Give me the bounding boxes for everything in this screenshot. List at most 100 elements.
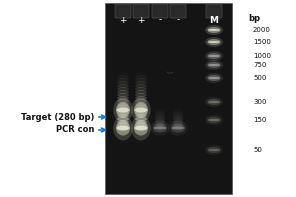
Ellipse shape bbox=[135, 99, 147, 103]
Ellipse shape bbox=[135, 120, 147, 124]
Ellipse shape bbox=[208, 77, 220, 79]
Ellipse shape bbox=[205, 73, 223, 83]
Ellipse shape bbox=[207, 53, 221, 59]
Ellipse shape bbox=[207, 62, 221, 68]
Ellipse shape bbox=[205, 37, 223, 47]
Ellipse shape bbox=[154, 126, 166, 129]
Ellipse shape bbox=[117, 78, 129, 82]
Ellipse shape bbox=[207, 39, 221, 45]
Ellipse shape bbox=[135, 84, 147, 88]
Ellipse shape bbox=[205, 145, 223, 155]
Ellipse shape bbox=[131, 98, 151, 123]
Ellipse shape bbox=[173, 125, 183, 127]
Ellipse shape bbox=[117, 96, 129, 100]
FancyBboxPatch shape bbox=[133, 4, 149, 18]
Ellipse shape bbox=[207, 99, 221, 105]
Ellipse shape bbox=[117, 93, 129, 97]
FancyBboxPatch shape bbox=[206, 4, 222, 18]
Ellipse shape bbox=[155, 125, 165, 127]
Text: 50: 50 bbox=[253, 147, 262, 153]
Ellipse shape bbox=[117, 114, 129, 118]
Ellipse shape bbox=[117, 87, 129, 91]
Ellipse shape bbox=[117, 105, 129, 109]
Ellipse shape bbox=[155, 112, 165, 115]
Ellipse shape bbox=[205, 51, 223, 61]
Ellipse shape bbox=[134, 102, 148, 117]
Ellipse shape bbox=[208, 29, 220, 31]
Text: 150: 150 bbox=[253, 117, 266, 123]
Ellipse shape bbox=[205, 115, 223, 125]
FancyBboxPatch shape bbox=[170, 4, 186, 18]
Ellipse shape bbox=[135, 117, 147, 121]
Ellipse shape bbox=[205, 97, 223, 107]
Ellipse shape bbox=[135, 81, 147, 85]
Ellipse shape bbox=[155, 114, 165, 117]
Ellipse shape bbox=[117, 108, 129, 112]
Ellipse shape bbox=[155, 119, 165, 122]
Ellipse shape bbox=[173, 126, 183, 129]
Ellipse shape bbox=[134, 108, 147, 112]
Ellipse shape bbox=[150, 121, 170, 136]
Ellipse shape bbox=[208, 64, 220, 66]
Ellipse shape bbox=[117, 108, 130, 112]
FancyBboxPatch shape bbox=[115, 4, 131, 18]
Ellipse shape bbox=[135, 114, 147, 118]
Ellipse shape bbox=[173, 119, 183, 122]
Ellipse shape bbox=[208, 119, 220, 121]
Ellipse shape bbox=[173, 121, 183, 124]
Ellipse shape bbox=[207, 27, 221, 33]
Ellipse shape bbox=[116, 121, 130, 136]
Text: PCR con: PCR con bbox=[56, 125, 94, 135]
Ellipse shape bbox=[135, 90, 147, 94]
Text: 1000: 1000 bbox=[253, 53, 271, 59]
Ellipse shape bbox=[117, 102, 129, 106]
Ellipse shape bbox=[135, 96, 147, 100]
Text: +: + bbox=[137, 16, 145, 24]
Ellipse shape bbox=[117, 111, 129, 115]
Ellipse shape bbox=[135, 87, 147, 91]
Ellipse shape bbox=[207, 75, 221, 81]
Ellipse shape bbox=[135, 105, 147, 109]
Text: 1500: 1500 bbox=[253, 39, 271, 45]
Ellipse shape bbox=[117, 90, 129, 94]
Text: -: - bbox=[176, 16, 180, 24]
Ellipse shape bbox=[171, 126, 184, 129]
Ellipse shape bbox=[135, 126, 147, 130]
Text: 750: 750 bbox=[253, 62, 266, 68]
Ellipse shape bbox=[135, 78, 147, 82]
Ellipse shape bbox=[205, 25, 223, 35]
Ellipse shape bbox=[207, 117, 221, 123]
Ellipse shape bbox=[155, 126, 165, 129]
Ellipse shape bbox=[117, 117, 129, 121]
Ellipse shape bbox=[117, 126, 129, 130]
Ellipse shape bbox=[113, 115, 133, 140]
Ellipse shape bbox=[208, 149, 220, 151]
Ellipse shape bbox=[155, 121, 165, 124]
Ellipse shape bbox=[117, 99, 129, 103]
Ellipse shape bbox=[171, 124, 185, 133]
Ellipse shape bbox=[155, 123, 165, 125]
Ellipse shape bbox=[208, 55, 220, 57]
Bar bbox=[105, 3, 232, 194]
Ellipse shape bbox=[135, 102, 147, 106]
Ellipse shape bbox=[131, 115, 151, 140]
Ellipse shape bbox=[173, 116, 183, 120]
Ellipse shape bbox=[117, 123, 129, 127]
Ellipse shape bbox=[135, 93, 147, 97]
Text: bp: bp bbox=[248, 14, 260, 22]
Text: -: - bbox=[158, 16, 162, 24]
Ellipse shape bbox=[117, 125, 130, 130]
Ellipse shape bbox=[208, 101, 220, 103]
Text: Target (280 bp): Target (280 bp) bbox=[21, 112, 94, 122]
Text: M: M bbox=[210, 16, 218, 24]
Ellipse shape bbox=[134, 121, 148, 136]
Ellipse shape bbox=[135, 108, 147, 112]
Ellipse shape bbox=[113, 98, 133, 123]
Ellipse shape bbox=[173, 112, 183, 115]
Ellipse shape bbox=[208, 41, 220, 43]
Text: 500: 500 bbox=[253, 75, 266, 81]
Text: 2000: 2000 bbox=[253, 27, 271, 33]
Ellipse shape bbox=[153, 124, 167, 133]
Ellipse shape bbox=[116, 102, 130, 117]
Ellipse shape bbox=[173, 114, 183, 117]
